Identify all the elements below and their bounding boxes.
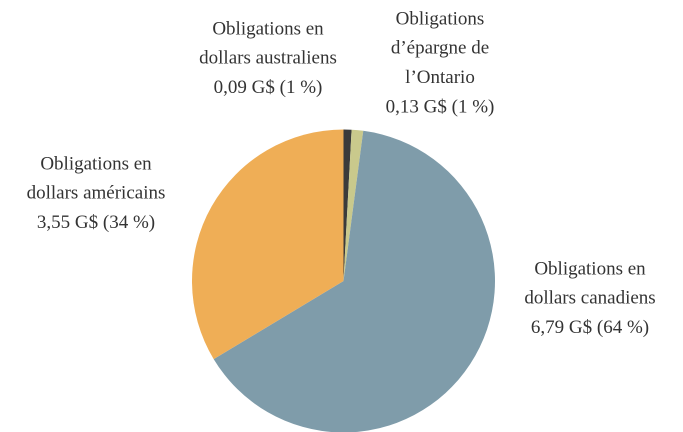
slice-label: dollars canadiens <box>524 288 655 309</box>
pie-slice <box>213 130 495 432</box>
slice-label: dollars australiens <box>199 48 337 69</box>
pie-slice <box>343 129 364 281</box>
pie-slice <box>192 129 344 360</box>
slice-label: l’Ontario <box>405 67 475 88</box>
slice-label: Obligations en <box>212 18 324 39</box>
value-label: 0,13 G$ (1 %) <box>386 96 495 117</box>
value-label: 0,09 G$ (1 %) <box>214 77 323 98</box>
slice-label: Obligations en <box>534 258 646 279</box>
pie-slice <box>343 129 352 281</box>
slice-label: d’épargne de <box>391 38 489 59</box>
value-label: 3,55 G$ (34 %) <box>37 212 155 233</box>
slice-label: dollars américains <box>27 183 166 204</box>
value-label: 6,79 G$ (64 %) <box>531 317 649 338</box>
slice-label: Obligations en <box>40 153 152 174</box>
slice-label: Obligations <box>396 8 485 29</box>
